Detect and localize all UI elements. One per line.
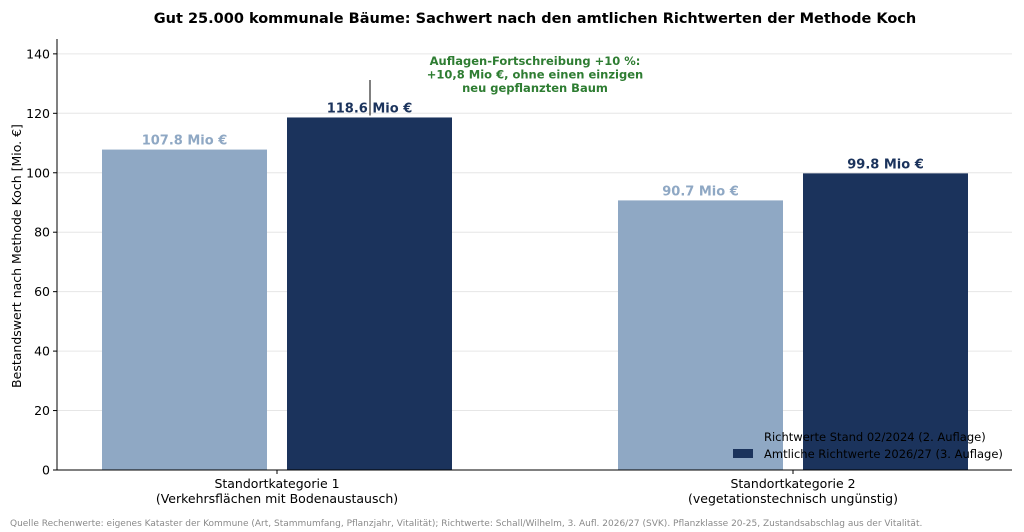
annotation: Auflagen-Fortschreibung +10 %:+10,8 Mio … — [369, 54, 643, 116]
bar — [102, 149, 267, 470]
legend-swatch — [733, 432, 753, 441]
legend-label: Richtwerte Stand 02/2024 (2. Auflage) — [764, 430, 986, 444]
legend-label: Amtliche Richtwerte 2026/27 (3. Auflage) — [764, 447, 1003, 461]
legend-swatch — [733, 449, 753, 458]
annotation-text: Auflagen-Fortschreibung +10 %: — [430, 54, 641, 68]
y-tick-label: 60 — [34, 284, 50, 299]
y-tick-label: 20 — [34, 403, 50, 418]
data-labels: 107.8 Mio €118.6 Mio €90.7 Mio €99.8 Mio… — [142, 101, 924, 199]
data-label: 107.8 Mio € — [142, 134, 228, 149]
source-note: Quelle Rechenwerte: eigenes Kataster der… — [10, 519, 922, 529]
annotation-text: neu gepflanzten Baum — [462, 81, 608, 95]
axes — [56, 39, 1012, 471]
y-tick-label: 120 — [26, 106, 50, 121]
data-label: 90.7 Mio € — [662, 184, 739, 199]
bar — [287, 117, 452, 470]
x-tick-label: Standortkategorie 2 — [730, 476, 855, 491]
y-axis-label: Bestandswert nach Methode Koch [Mio. €] — [9, 124, 24, 388]
legend: Richtwerte Stand 02/2024 (2. Auflage) Amt… — [733, 430, 1003, 461]
y-tick-label: 140 — [26, 46, 50, 61]
x-tick-label: Standortkategorie 1 — [214, 476, 339, 491]
bars — [102, 117, 968, 471]
y-tick-label: 100 — [26, 165, 50, 180]
x-tick-label: (vegetationstechnisch ungünstig) — [688, 491, 898, 506]
y-tick-label: 0 — [42, 463, 50, 478]
y-tick-label: 80 — [34, 225, 50, 240]
data-label: 99.8 Mio € — [847, 157, 924, 172]
bar — [618, 200, 783, 470]
x-tick-label: (Verkehrsflächen mit Bodenaustausch) — [156, 491, 398, 506]
y-tick-label: 40 — [34, 344, 50, 359]
bar — [803, 173, 968, 471]
y-ticks: 0 20 40 60 80 100 120 140 — [26, 46, 57, 478]
chart-title: Gut 25.000 kommunale Bäume: Sachwert nac… — [154, 11, 916, 27]
x-categories: Standortkategorie 1(Verkehrsflächen mit … — [156, 470, 898, 506]
annotation-text: +10,8 Mio €, ohne einen einzigen — [427, 68, 643, 82]
